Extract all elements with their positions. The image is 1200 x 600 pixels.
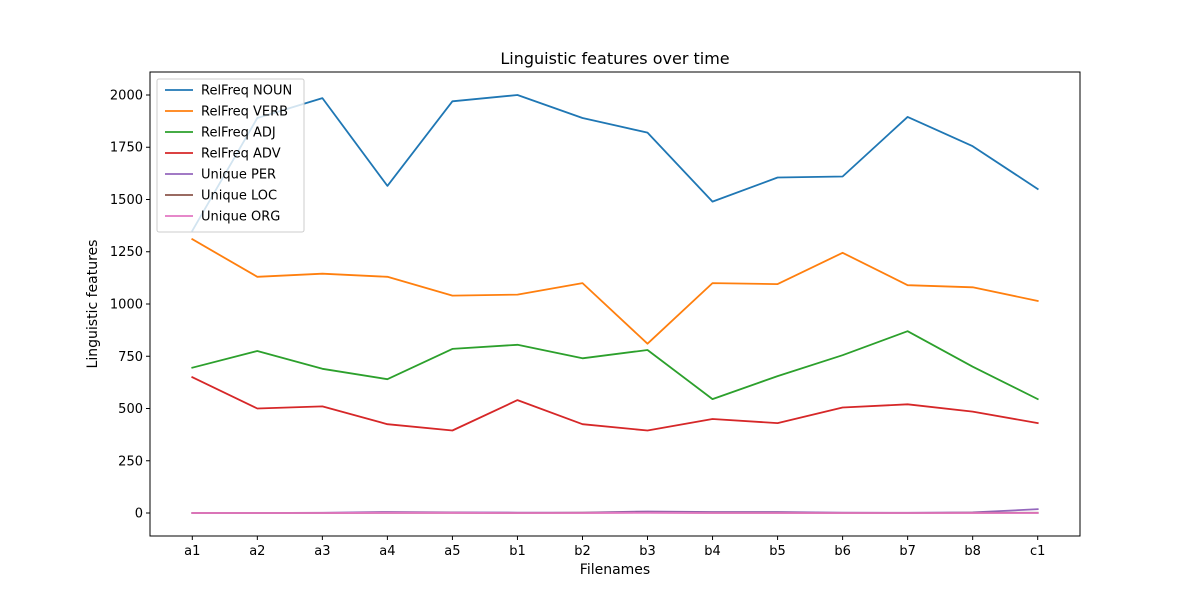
legend-label: RelFreq NOUN — [201, 84, 292, 99]
x-axis-label: Filenames — [580, 562, 650, 578]
chart-title: Linguistic features over time — [500, 49, 729, 68]
series-line-relfreq-verb — [191, 237, 1039, 345]
x-tick-label: c1 — [1030, 544, 1045, 559]
x-tick-label: b2 — [574, 544, 591, 559]
y-tick-label: 1750 — [110, 141, 143, 156]
x-tick-label: b7 — [899, 544, 916, 559]
x-tick-label: a2 — [249, 544, 265, 559]
plot-lines — [191, 94, 1039, 514]
y-axis-label: Linguistic features — [85, 240, 101, 369]
y-tick-label: 1500 — [110, 193, 143, 208]
legend-box — [156, 78, 305, 233]
x-tick-label: a1 — [184, 544, 200, 559]
x-tick-label: b5 — [769, 544, 786, 559]
x-tick-label: a4 — [379, 544, 395, 559]
y-tick-label: 0 — [135, 507, 143, 522]
y-tick-label: 750 — [118, 350, 143, 365]
x-axis: a1 a2 a3 a4 a5 b1 b2 b3 b4 b5 b6 b7 b8 c1 — [184, 536, 1045, 559]
legend-label: RelFreq ADJ — [201, 126, 276, 141]
legend-label: RelFreq ADV — [201, 147, 281, 162]
x-tick-label: b4 — [704, 544, 721, 559]
x-tick-label: b1 — [509, 544, 526, 559]
legend-label: Unique LOC — [201, 189, 277, 204]
legend-label: RelFreq VERB — [201, 105, 288, 120]
legend-label: Unique ORG — [201, 210, 280, 225]
x-tick-label: a3 — [314, 544, 330, 559]
x-tick-label: b8 — [964, 544, 981, 559]
y-tick-label: 1250 — [110, 245, 143, 260]
y-tick-label: 1000 — [110, 298, 143, 313]
x-tick-label: b3 — [639, 544, 656, 559]
series-line-relfreq-noun — [191, 94, 1039, 233]
y-tick-label: 250 — [118, 454, 143, 469]
legend: RelFreq NOUN RelFreq VERB RelFreq ADJ RelFr… — [156, 78, 305, 233]
y-tick-label: 500 — [118, 402, 143, 417]
series-line-relfreq-adj — [191, 330, 1039, 401]
y-tick-label: 2000 — [110, 88, 143, 103]
x-tick-label: a5 — [444, 544, 460, 559]
y-axis: 0 250 500 750 1000 1250 1500 1750 2000 — [110, 88, 150, 522]
x-tick-label: b6 — [834, 544, 851, 559]
legend-label: Unique PER — [201, 168, 276, 183]
series-line-relfreq-adv — [191, 375, 1039, 432]
